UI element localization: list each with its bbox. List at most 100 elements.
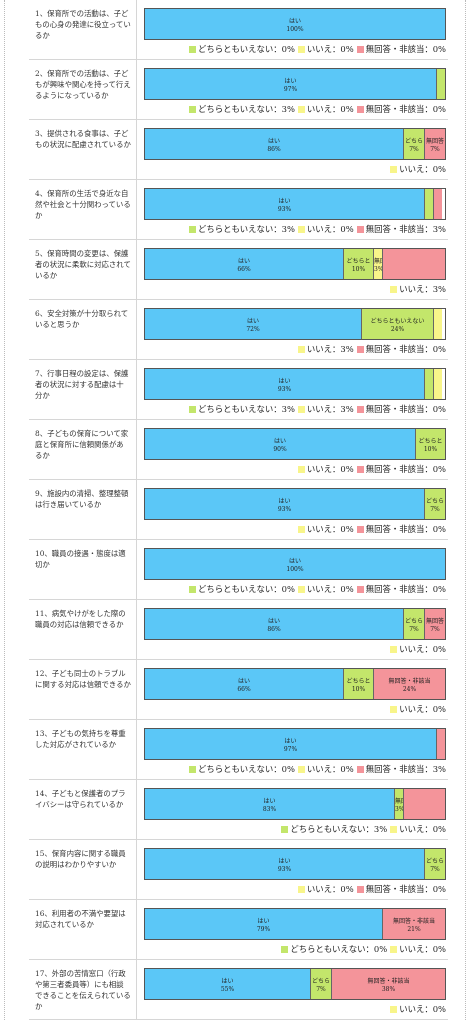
segment-value: 86% [267, 625, 281, 633]
question-row: 4、保育所の生活で身近な自然や社会と十分関わっているか はい 93% どちらともいえな… [8, 180, 460, 240]
legend-item: いいえ：0% [297, 763, 354, 775]
legend-text: どちらともいえない：0% [290, 944, 388, 954]
segment-value: 21% [407, 925, 421, 933]
legend-swatch [390, 705, 398, 713]
legend-text: いいえ：3% [399, 284, 446, 294]
segment-value: 55% [220, 985, 235, 993]
question-text: 8、子どもの保育について家庭と保育所に信頼関係があるか [35, 429, 129, 460]
segment-name: はい [288, 558, 301, 565]
segment-name: はい [263, 798, 276, 805]
stacked-bar: はい 100% [144, 548, 446, 580]
bar-segment-neutral [424, 369, 433, 399]
stacked-bar: はい 100% [144, 8, 446, 40]
bar-segment-label: はい 97% [145, 78, 436, 93]
bar-segment-neutral: どちら 7% [424, 849, 445, 879]
legend-item: 無回答・非該当：0% [356, 583, 446, 595]
bar-segment-yes: はい 86% [145, 609, 403, 639]
question-text: 13、子どもの気持ちを尊重した対応がされているか [35, 729, 126, 749]
segment-value: 10% [423, 445, 438, 453]
segment-value: 7% [430, 865, 440, 873]
bar-segment-yes: はい 97% [145, 69, 436, 99]
legend-swatch [297, 525, 305, 533]
bar-segment-yes: はい 93% [145, 189, 424, 219]
segment-name: どちら [311, 978, 330, 985]
row-divider [29, 659, 448, 660]
legend-text: いいえ：0% [306, 104, 354, 114]
legend-swatch [356, 105, 364, 113]
row-legend: いいえ：0% [390, 163, 446, 175]
legend-item: どちらともいえない：0% [189, 763, 295, 775]
legend-item: どちらともいえない：0% [189, 583, 295, 595]
segment-value: 97% [283, 745, 298, 753]
segment-name: はい [267, 138, 280, 145]
bar-segment-yes: はい 100% [145, 9, 445, 39]
question-row: 12、子ども同士のトラブルに関する対応は信頼できるか はい 66% どちらと 10% 無回… [8, 660, 460, 720]
question-text: 7、行事日程の設定は、保護者の状況に対する配慮は十分か [35, 369, 129, 400]
legend-text: 無回答・非該当：0% [365, 104, 446, 114]
segment-name: 無回答・非該当 [367, 978, 410, 985]
bar-segment-na [403, 789, 445, 819]
row-divider [29, 959, 448, 960]
bar-segment-neutral: どちら 7% [424, 489, 445, 519]
question-row: 11、病気やけがをした際の職員の対応は信頼できるか はい 86% どちら 7% 無回答 7%… [8, 600, 460, 660]
bar-segment-label: はい 55% [145, 978, 310, 993]
legend-item: いいえ：0% [297, 463, 354, 475]
bar-segment-label: どちらと 10% [416, 438, 445, 453]
bar-segment-na: 無回答・非該当 21% [382, 909, 445, 939]
legend-swatch [356, 765, 364, 773]
row-divider [29, 719, 448, 720]
bar-segment-na: 無回答・非該当 24% [373, 669, 445, 699]
question-cell: 3、提供される食事は、子どもの状況に配慮されているか [29, 120, 137, 180]
bar-segment-label: はい 86% [145, 138, 403, 153]
question-row: 8、子どもの保育について家庭と保育所に信頼関係があるか はい 90% どちらと 10% い… [8, 420, 460, 480]
legend-swatch [390, 645, 398, 653]
row-legend: どちらともいえない：0% いいえ：0% [281, 943, 446, 955]
question-cell: 6、安全対策が十分取られていると思うか [29, 300, 137, 360]
question-cell: 11、病気やけがをした際の職員の対応は信頼できるか [29, 600, 137, 660]
question-row: 10、職員の接遇・態度は適切か はい 100% どちらともいえない：0% いいえ：0% 無… [8, 540, 460, 600]
legend-item: いいえ：0% [297, 883, 354, 895]
segment-name: はい [278, 378, 291, 385]
legend-swatch [189, 585, 197, 593]
row-divider [29, 479, 448, 480]
legend-text: 無回答・非該当：3% [365, 764, 446, 774]
bar-segment-na [382, 249, 445, 279]
question-cell: 14、子どもと保護者のプライバシーは守られているか [29, 780, 137, 840]
legend-text: いいえ：0% [306, 44, 354, 54]
legend-item: いいえ：0% [297, 43, 354, 55]
segment-value: 72% [246, 325, 260, 333]
bar-segment-label: はい 97% [145, 738, 436, 753]
bar-segment-yes: はい 93% [145, 369, 424, 399]
segment-value: 93% [277, 385, 292, 393]
row-legend: いいえ：0% [390, 1003, 446, 1015]
segment-value: 10% [351, 685, 366, 693]
row-legend: いいえ：0% 無回答・非該当：0% [297, 523, 446, 535]
legend-item: 無回答・非該当：3% [356, 223, 446, 235]
legend-item: どちらともいえない：3% [189, 403, 295, 415]
bar-segment-label: どちら 7% [404, 618, 424, 633]
stacked-bar: はい 93% [144, 368, 446, 400]
stacked-bar: はい 90% どちらと 10% [144, 428, 446, 460]
segment-value: 93% [277, 865, 292, 873]
legend-item: どちらともいえない：3% [189, 223, 295, 235]
legend-text: 無回答・非該当：0% [365, 44, 446, 54]
row-divider [29, 419, 448, 420]
segment-name: はい [288, 18, 301, 25]
legend-text: 無回答・非該当：0% [365, 524, 446, 534]
legend-swatch [390, 825, 398, 833]
bar-segment-label: はい 93% [145, 858, 424, 873]
segment-name: どちらと [346, 258, 371, 265]
legend-swatch [390, 1005, 398, 1013]
legend-swatch [297, 885, 305, 893]
row-divider [29, 899, 448, 900]
segment-value: 7% [409, 145, 419, 153]
question-cell: 4、保育所の生活で身近な自然や社会と十分関わっているか [29, 180, 137, 240]
segment-value: 3% [374, 265, 382, 273]
bar-segment-label: 無回答・非該当 38% [332, 978, 445, 993]
segment-name: どちら [425, 858, 444, 865]
question-text: 14、子どもと保護者のプライバシーは守られているか [35, 789, 126, 809]
question-cell: 8、子どもの保育について家庭と保育所に信頼関係があるか [29, 420, 137, 480]
row-legend: どちらともいえない：0% いいえ：0% 無回答・非該当：3% [189, 763, 446, 775]
row-divider [29, 239, 448, 240]
question-cell: 2、保育所での活動は、子どもが興味や関心を持って行えるようになっているか [29, 60, 137, 120]
